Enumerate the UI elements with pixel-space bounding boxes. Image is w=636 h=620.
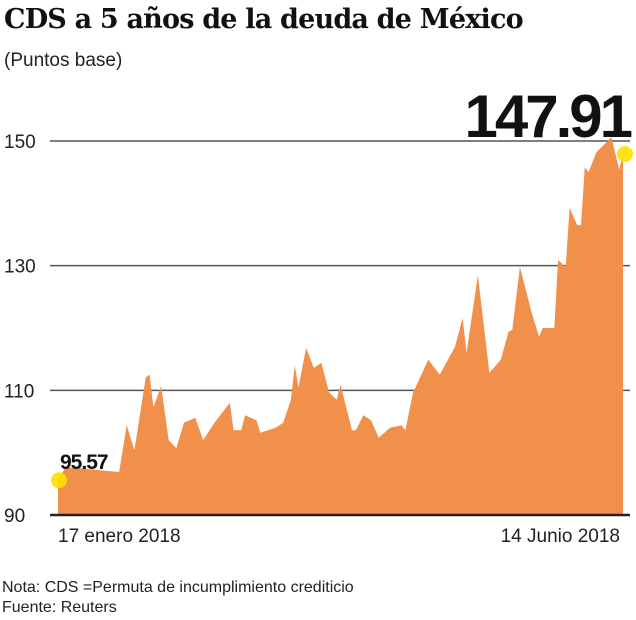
chart-subtitle: (Puntos base) [4,50,122,71]
start-marker [51,472,67,489]
y-tick-label: 110 [4,381,34,402]
y-tick-label: 90 [4,506,25,527]
note-text: Nota: CDS =Permuta de incumplimiento cre… [2,579,354,596]
y-tick-label: 130 [4,257,36,278]
start-value-label: 95.57 [60,451,108,474]
end-value-label: 147.91 [464,83,631,150]
end-marker [617,146,633,163]
x-start-label: 17 enero 2018 [58,526,181,547]
area-series [58,137,623,516]
y-tick-label: 150 [4,132,36,153]
x-end-label: 14 Junio 2018 [501,526,620,547]
source-text: Fuente: Reuters [2,599,117,616]
chart-title: CDS a 5 años de la deuda de México [4,4,523,35]
